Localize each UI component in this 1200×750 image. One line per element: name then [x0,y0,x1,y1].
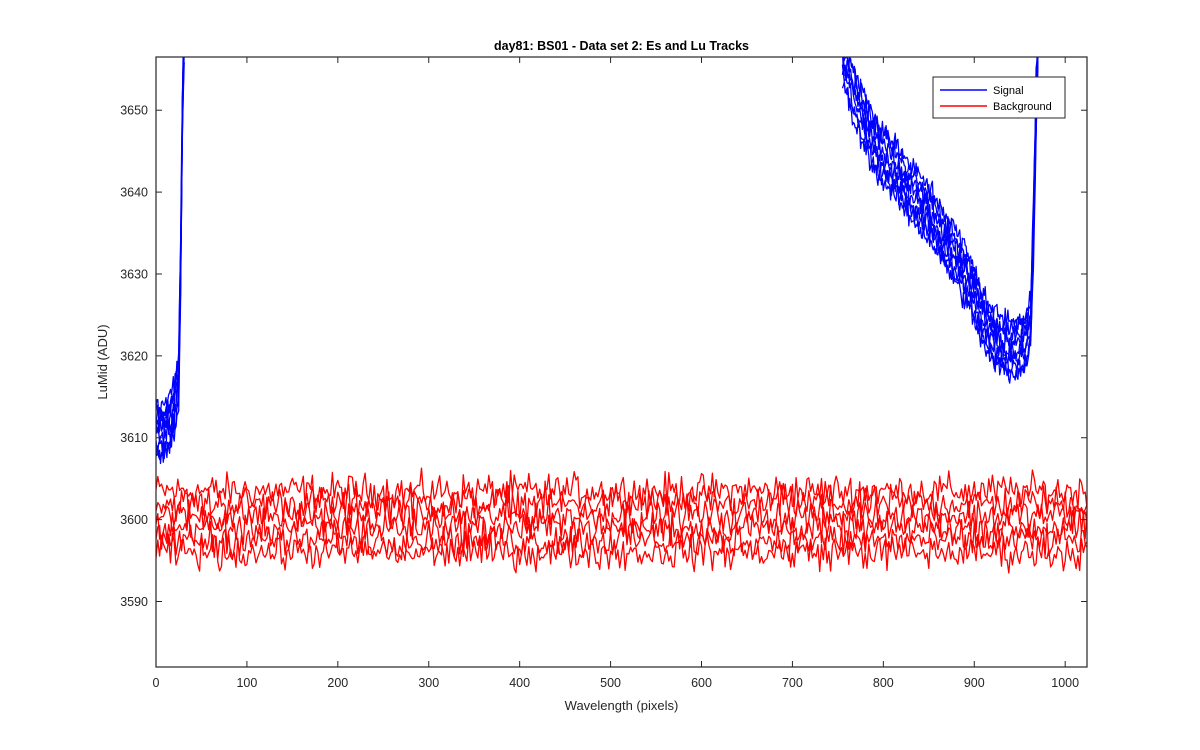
plot-area [156,57,1087,667]
x-axis-label: Wavelength (pixels) [565,698,679,713]
x-tick-label: 400 [509,676,530,690]
y-tick-label: 3630 [120,267,148,281]
signal-trace-8-segment-2 [848,57,1038,331]
legend: Signal Background [932,76,1066,119]
x-tick-label: 1000 [1051,676,1079,690]
legend-box [932,76,1066,119]
signal-trace-8-segment-1 [156,57,184,416]
x-tick-label: 0 [153,676,160,690]
background-trace-3 [156,493,1087,538]
y-tick-label: 3640 [120,186,148,200]
y-axis-label: LuMid (ADU) [95,324,110,399]
signal-trace-7-segment-2 [845,57,1038,336]
y-tick-label: 3620 [120,349,148,363]
y-tick-label: 3600 [120,513,148,527]
y-tick-label: 3650 [120,104,148,118]
legend-label-signal: Signal [993,85,1024,97]
y-tick-label: 3610 [120,431,148,445]
x-tick-label: 900 [964,676,985,690]
signal-trace-4-segment-2 [842,57,1039,363]
x-tick-label: 700 [782,676,803,690]
series-layer [156,57,1087,574]
y-tick-label: 3590 [120,595,148,609]
signal-trace-2-segment-2 [841,60,1039,376]
x-tick-label: 100 [236,676,257,690]
plot-box [155,56,1088,668]
axes-layer: 0 100 200 300 400 500 600 700 800 900 1000 3590 3600… [120,57,1087,690]
x-tick-label: 800 [873,676,894,690]
background-trace-5 [156,517,1087,562]
x-tick-label: 500 [600,676,621,690]
x-tick-label: 200 [327,676,348,690]
background-trace-6 [156,530,1087,574]
x-tick-label: 600 [691,676,712,690]
chart-title: day81: BS01 - Data set 2: Es and Lu Trac… [494,39,749,53]
legend-label-background: Background [993,101,1052,113]
x-tick-label: 300 [418,676,439,690]
background-trace-4 [156,505,1087,550]
